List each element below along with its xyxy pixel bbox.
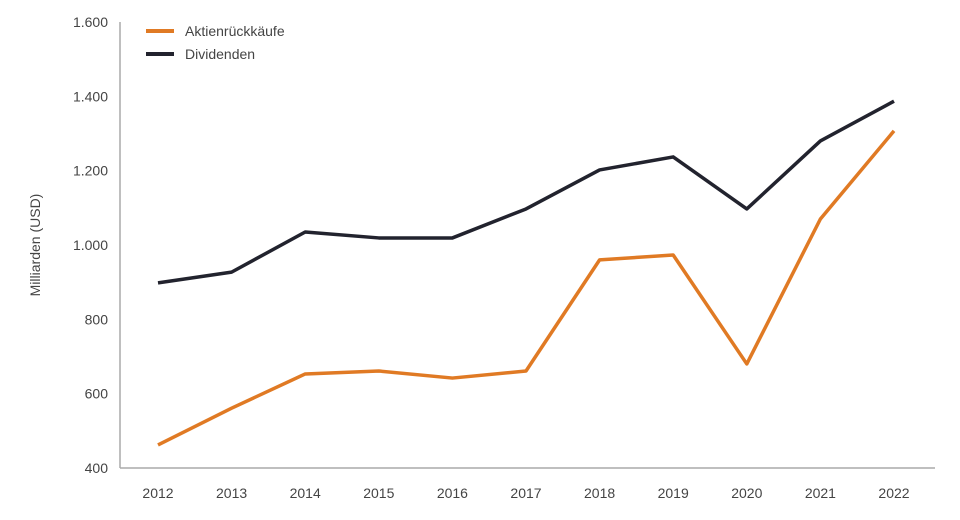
legend-label: Aktienrückkäufe [185, 23, 285, 39]
series-line-dividenden [158, 101, 894, 283]
x-tick-label: 2017 [510, 485, 541, 501]
x-tick-label: 2014 [290, 485, 321, 501]
x-tick-label: 2020 [731, 485, 762, 501]
y-tick-label: 800 [85, 311, 109, 327]
x-tick-label: 2016 [437, 485, 468, 501]
y-tick-label: 1.200 [73, 163, 108, 179]
y-tick-label: 600 [85, 386, 109, 402]
y-tick-label: 1.600 [73, 14, 108, 30]
series-line-aktienrueckkaeufe [158, 131, 894, 445]
y-tick-label: 1.000 [73, 237, 108, 253]
x-tick-label: 2013 [216, 485, 247, 501]
x-tick-label: 2015 [363, 485, 394, 501]
y-axis-label: Milliarden (USD) [27, 194, 43, 297]
y-tick-label: 1.400 [73, 88, 108, 104]
x-tick-label: 2019 [658, 485, 689, 501]
x-tick-label: 2012 [142, 485, 173, 501]
x-tick-label: 2018 [584, 485, 615, 501]
legend-label: Dividenden [185, 46, 255, 62]
x-tick-label: 2021 [805, 485, 836, 501]
x-tick-label: 2022 [878, 485, 909, 501]
y-tick-label: 400 [85, 460, 109, 476]
